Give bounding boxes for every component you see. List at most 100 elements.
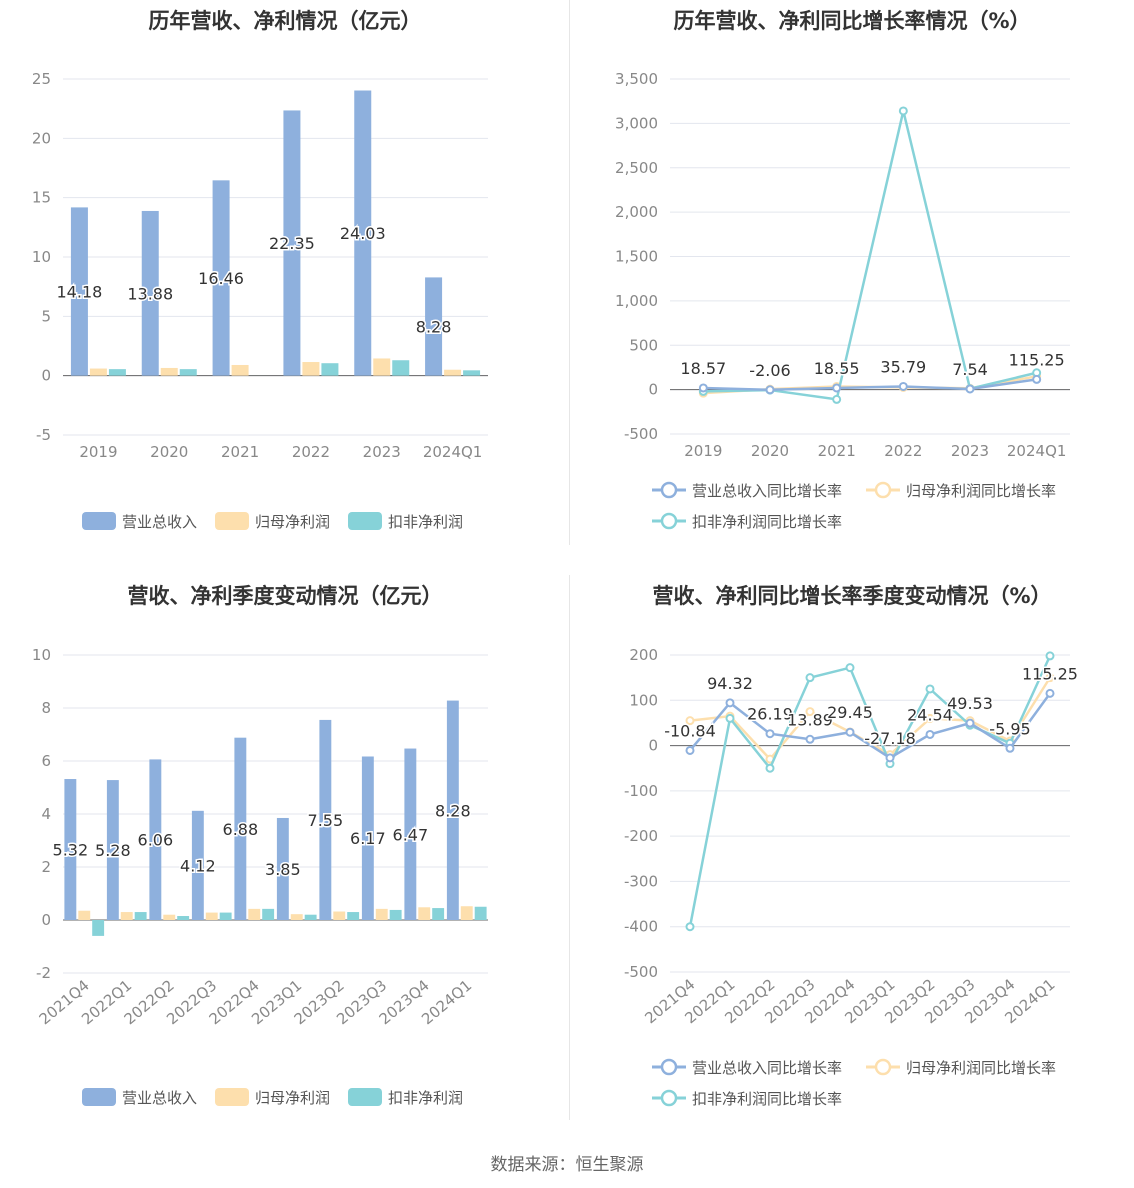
bar [134, 912, 147, 920]
bar [319, 719, 332, 920]
x-tick-label: 2021 [221, 443, 259, 461]
vertical-divider-top [569, 0, 570, 545]
legend-marker [660, 481, 678, 499]
y-tick-label: 1,500 [615, 248, 658, 266]
legend-swatch [82, 512, 116, 530]
data-point [965, 384, 975, 394]
data-point [685, 716, 695, 726]
legend-label: 归母净利润 [255, 1089, 330, 1107]
y-tick-label: 2,000 [615, 203, 658, 221]
data-label: 29.45 [827, 703, 873, 722]
data-point [805, 707, 815, 717]
data-label: 5.32 [53, 841, 89, 860]
legend-label: 归母净利润同比增长率 [906, 482, 1056, 500]
legend-label: 归母净利润同比增长率 [906, 1059, 1056, 1077]
data-point [925, 713, 935, 723]
data-label: 6.88 [223, 820, 259, 839]
data-point [1045, 688, 1055, 698]
bar [205, 912, 218, 920]
annual-revenue-profit-chart: -5 0 5 10 15 20 25 2019 2020 2021 2022 2023 2024Q1 14… [32, 70, 488, 531]
x-tick-label: 2022 [292, 443, 330, 461]
vertical-divider-bottom [569, 575, 570, 1120]
data-label: 18.55 [814, 359, 860, 378]
bar [179, 369, 197, 376]
bar [283, 110, 301, 376]
bar [444, 369, 462, 376]
legend-label: 扣非净利润同比增长率 [692, 513, 842, 531]
data-label: 7.55 [308, 811, 344, 830]
data-point [925, 729, 935, 739]
data-label: 6.47 [393, 825, 429, 844]
bar [302, 362, 320, 376]
legend-swatch [348, 512, 382, 530]
series-line [703, 378, 1037, 392]
data-point [885, 753, 895, 763]
data-label: -27.18 [864, 729, 916, 748]
y-tick-label: -500 [624, 963, 658, 981]
y-tick-label: 1,000 [615, 292, 658, 310]
y-tick-label: 0 [41, 911, 51, 929]
bar [446, 700, 459, 920]
y-tick-label: -300 [624, 872, 658, 890]
bar [290, 914, 303, 920]
data-label: 13.89 [787, 710, 833, 729]
data-point [1045, 673, 1055, 683]
bar [234, 737, 247, 920]
data-point [698, 383, 708, 393]
bar [92, 920, 105, 936]
legend-marker [660, 1058, 678, 1076]
bar [474, 906, 487, 920]
data-label: 94.32 [707, 674, 753, 693]
series-line [689, 676, 1052, 762]
bar [108, 369, 126, 376]
series-line [703, 110, 1037, 401]
bar [149, 759, 162, 920]
data-point [805, 673, 815, 683]
data-label: -5.95 [989, 719, 1030, 738]
quarterly-growth-rate-panel: 营收、净利同比增长率季度变动情况（%） -500 -400 -300 -200 -100… [570, 570, 1134, 1120]
data-label: 13.88 [127, 284, 173, 303]
bar [404, 748, 417, 920]
bar [78, 910, 91, 920]
data-label: -10.84 [664, 721, 716, 740]
legend-marker [874, 481, 892, 499]
y-tick-label: 500 [629, 336, 658, 354]
y-tick-label: 3,500 [615, 70, 658, 88]
bar [347, 912, 360, 920]
bar [191, 810, 204, 920]
bar [219, 912, 232, 920]
data-label: 18.57 [680, 359, 726, 378]
data-label: 8.28 [435, 801, 471, 820]
data-point [832, 394, 842, 404]
chart-title: 营收、净利同比增长率季度变动情况（%） [652, 584, 1052, 608]
y-tick-label: 4 [41, 805, 51, 823]
data-label: 8.28 [416, 318, 452, 337]
annual-growth-rate-chart: -500 0 500 1,000 1,500 2,000 2,500 3,000 3,500 20… [615, 70, 1070, 531]
data-label: 115.25 [1009, 350, 1065, 369]
legend-label: 营业总收入 [122, 513, 197, 531]
y-tick-label: 10 [32, 646, 51, 664]
annual-revenue-profit-panel: 历年营收、净利情况（亿元） -5 0 5 10 15 20 25 2019 2020 2021 20… [0, 0, 570, 545]
bar [460, 906, 473, 920]
y-tick-label: -2 [36, 964, 51, 982]
data-point [765, 729, 775, 739]
data-point [685, 745, 695, 755]
data-label: 6.06 [138, 831, 174, 850]
data-point [765, 763, 775, 773]
data-point [805, 734, 815, 744]
bar [177, 916, 190, 920]
data-point [832, 383, 842, 393]
y-tick-label: -500 [624, 425, 658, 443]
series-line [689, 692, 1052, 760]
legend-label: 扣非净利润同比增长率 [692, 1090, 842, 1108]
data-label: 5.28 [95, 841, 131, 860]
y-tick-label: 15 [32, 189, 51, 207]
y-tick-label: 0 [41, 367, 51, 385]
data-point [1032, 374, 1042, 384]
bar [212, 180, 230, 376]
data-point [965, 718, 975, 728]
y-tick-label: 2 [41, 858, 51, 876]
quarterly-revenue-profit-chart: -202468102021Q42022Q12022Q22022Q32022Q42… [32, 646, 488, 1107]
chart-title: 历年营收、净利情况（亿元） [148, 9, 422, 33]
bar [333, 911, 346, 920]
